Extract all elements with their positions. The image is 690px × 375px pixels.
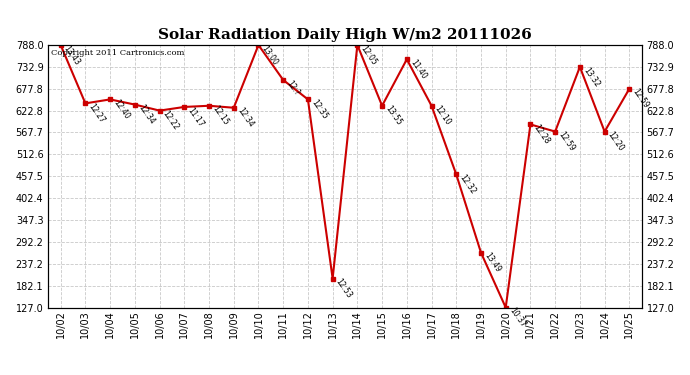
Text: 13:43: 13:43 bbox=[62, 44, 82, 67]
Text: 12:40: 12:40 bbox=[112, 98, 131, 121]
Text: 13:55: 13:55 bbox=[384, 104, 404, 128]
Text: 12:?: 12:? bbox=[284, 78, 301, 97]
Text: 12:27: 12:27 bbox=[87, 102, 106, 125]
Text: 12:22: 12:22 bbox=[161, 109, 181, 132]
Text: Copyright 2011 Cartronics.com: Copyright 2011 Cartronics.com bbox=[51, 49, 185, 57]
Text: 11:17: 11:17 bbox=[186, 106, 206, 129]
Text: 12:28: 12:28 bbox=[532, 123, 551, 146]
Text: 12:34: 12:34 bbox=[235, 106, 255, 129]
Text: 12:20: 12:20 bbox=[606, 130, 626, 153]
Title: Solar Radiation Daily High W/m2 20111026: Solar Radiation Daily High W/m2 20111026 bbox=[158, 28, 532, 42]
Text: 13:00: 13:00 bbox=[260, 44, 279, 67]
Text: 11:40: 11:40 bbox=[408, 58, 428, 81]
Text: 12:15: 12:15 bbox=[210, 104, 230, 127]
Text: 13:32: 13:32 bbox=[581, 66, 601, 88]
Text: 13:49: 13:49 bbox=[482, 251, 502, 274]
Text: 12:32: 12:32 bbox=[457, 173, 477, 196]
Text: 10:37: 10:37 bbox=[507, 306, 527, 329]
Text: 12:10: 12:10 bbox=[433, 104, 453, 127]
Text: 12:34: 12:34 bbox=[136, 103, 156, 126]
Text: 12:59: 12:59 bbox=[631, 87, 651, 110]
Text: 12:53: 12:53 bbox=[334, 277, 354, 300]
Text: 12:59: 12:59 bbox=[557, 130, 576, 153]
Text: 12:05: 12:05 bbox=[359, 44, 379, 67]
Text: 12:35: 12:35 bbox=[309, 98, 329, 121]
